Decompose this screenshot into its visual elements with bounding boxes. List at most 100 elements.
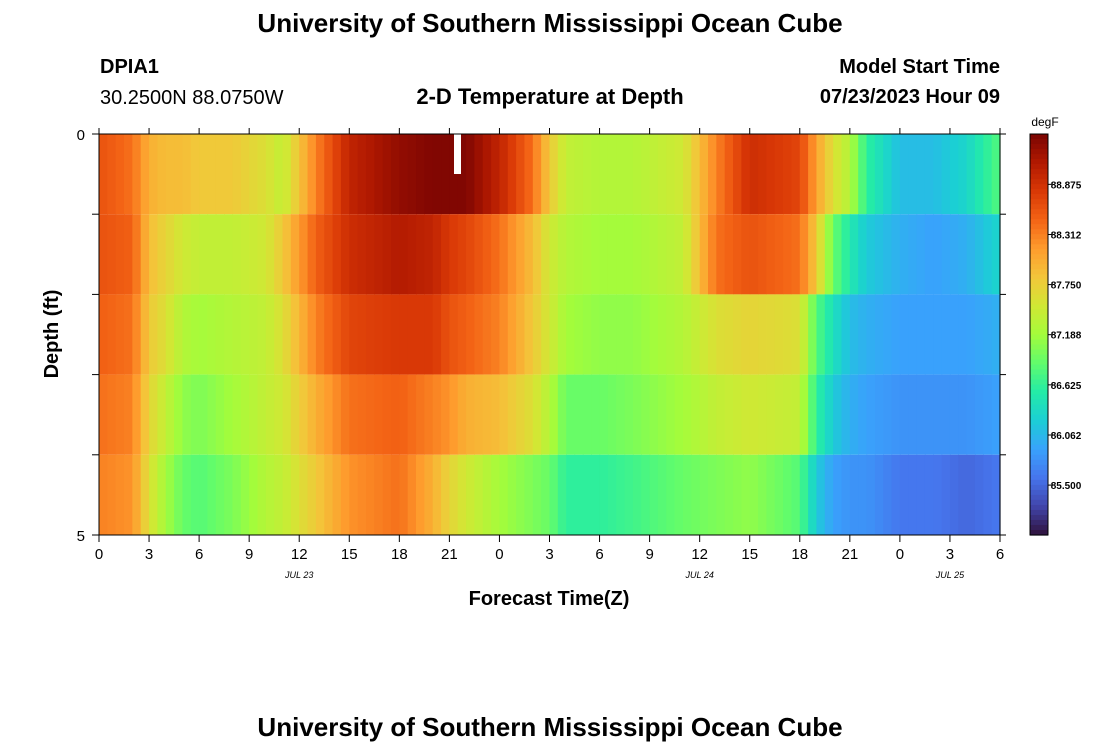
heatmap-cell bbox=[557, 454, 567, 535]
colorbar-segment bbox=[1030, 134, 1048, 140]
heatmap-cell bbox=[290, 214, 300, 295]
colorbar-segment bbox=[1030, 329, 1048, 336]
colorbar-segment bbox=[1030, 449, 1048, 456]
heatmap-cell bbox=[749, 214, 759, 295]
heatmap-cell bbox=[874, 294, 884, 375]
heatmap-cell bbox=[140, 134, 150, 215]
heatmap-cell bbox=[107, 454, 117, 535]
heatmap-cell bbox=[574, 374, 584, 455]
heatmap-cell bbox=[399, 454, 409, 535]
heatmap-cell bbox=[265, 374, 275, 455]
colorbar-segment bbox=[1030, 519, 1048, 526]
heatmap-cell bbox=[232, 214, 242, 295]
heatmap-cell bbox=[716, 294, 726, 375]
heatmap-cell bbox=[549, 454, 559, 535]
heatmap-cell bbox=[132, 294, 142, 375]
colorbar-segment bbox=[1030, 229, 1048, 235]
heatmap-cell bbox=[115, 374, 125, 455]
heatmap-cell bbox=[365, 374, 375, 455]
heatmap-cell bbox=[107, 214, 117, 295]
heatmap-cell bbox=[682, 294, 692, 375]
heatmap-cell bbox=[758, 374, 767, 455]
colorbar-segment bbox=[1030, 414, 1048, 421]
heatmap-cell bbox=[315, 294, 325, 375]
heatmap-cell bbox=[499, 294, 509, 375]
heatmap-cell bbox=[115, 294, 125, 375]
heatmap-cell bbox=[632, 454, 642, 535]
x-tick-label: 12 bbox=[691, 546, 708, 563]
heatmap-cell bbox=[616, 294, 626, 375]
heatmap-cell bbox=[324, 214, 334, 295]
heatmap-cell bbox=[966, 214, 976, 295]
heatmap-cell bbox=[207, 374, 217, 455]
heatmap-cell bbox=[691, 214, 701, 295]
heatmap-cell bbox=[449, 134, 459, 215]
heatmap-cell bbox=[816, 134, 826, 215]
date-label: JUL 24 bbox=[684, 570, 713, 580]
colorbar-tick-label: 87.188 bbox=[1051, 331, 1082, 342]
heatmap-cell bbox=[190, 214, 200, 295]
heatmap-cell bbox=[349, 374, 359, 455]
heatmap-cell bbox=[824, 214, 834, 295]
heatmap-cell bbox=[524, 214, 534, 295]
heatmap-cell bbox=[340, 374, 350, 455]
colorbar-segment bbox=[1030, 199, 1048, 205]
heatmap-cell bbox=[357, 374, 367, 455]
heatmap-cell bbox=[641, 134, 651, 215]
colorbar-segment bbox=[1030, 169, 1048, 175]
heatmap-cell bbox=[274, 454, 284, 535]
heatmap-cell bbox=[340, 454, 350, 535]
colorbar-segment bbox=[1030, 239, 1048, 245]
heatmap-cell bbox=[324, 134, 334, 215]
heatmap-cell bbox=[466, 294, 476, 375]
heatmap-cell bbox=[516, 294, 526, 375]
heatmap-cell bbox=[232, 454, 242, 535]
heatmap-cell bbox=[741, 294, 751, 375]
colorbar-segment bbox=[1030, 494, 1048, 501]
heatmap-cell bbox=[883, 454, 893, 535]
heatmap-cell bbox=[374, 454, 384, 535]
heatmap-cell bbox=[549, 294, 559, 375]
heatmap-cell bbox=[165, 374, 175, 455]
heatmap-cell bbox=[958, 294, 968, 375]
heatmap-cell bbox=[841, 214, 851, 295]
colorbar-segment bbox=[1030, 274, 1048, 280]
heatmap-cell bbox=[441, 374, 450, 455]
heatmap-cell bbox=[357, 294, 367, 375]
heatmap-cell bbox=[632, 134, 642, 215]
heatmap-cell bbox=[733, 134, 742, 215]
heatmap-cell bbox=[516, 454, 526, 535]
heatmap-cell bbox=[924, 214, 934, 295]
heatmap-cell bbox=[841, 134, 851, 215]
heatmap-cell bbox=[783, 294, 793, 375]
station-coordinates: 30.2500N 88.0750W bbox=[100, 87, 284, 109]
heatmap-cell bbox=[974, 294, 984, 375]
heatmap-cell bbox=[115, 214, 125, 295]
colorbar-segment bbox=[1030, 389, 1048, 396]
heatmap-cell bbox=[491, 374, 501, 455]
x-tick-label: 9 bbox=[245, 546, 253, 563]
heatmap-cell bbox=[949, 454, 959, 535]
heatmap-cell bbox=[933, 454, 943, 535]
heatmap-cell bbox=[541, 294, 551, 375]
heatmap-cell bbox=[507, 454, 517, 535]
heatmap-cell bbox=[574, 214, 584, 295]
heatmap-cell bbox=[891, 214, 901, 295]
colorbar-segment bbox=[1030, 404, 1048, 411]
heatmap-cell bbox=[791, 134, 801, 215]
heatmap-cell bbox=[174, 134, 184, 215]
heatmap-cell bbox=[132, 134, 142, 215]
heatmap-cell bbox=[115, 134, 125, 215]
heatmap-cell bbox=[708, 454, 717, 535]
heatmap-cell bbox=[858, 294, 868, 375]
heatmap-cell bbox=[482, 374, 492, 455]
heatmap-cell bbox=[524, 134, 534, 215]
colorbar-segment bbox=[1030, 214, 1048, 220]
heatmap-cell bbox=[157, 374, 167, 455]
heatmap-cell bbox=[157, 134, 167, 215]
heatmap-cell bbox=[99, 294, 108, 375]
heatmap-cell bbox=[124, 454, 133, 535]
heatmap-cell bbox=[724, 454, 734, 535]
heatmap-cell bbox=[199, 294, 209, 375]
